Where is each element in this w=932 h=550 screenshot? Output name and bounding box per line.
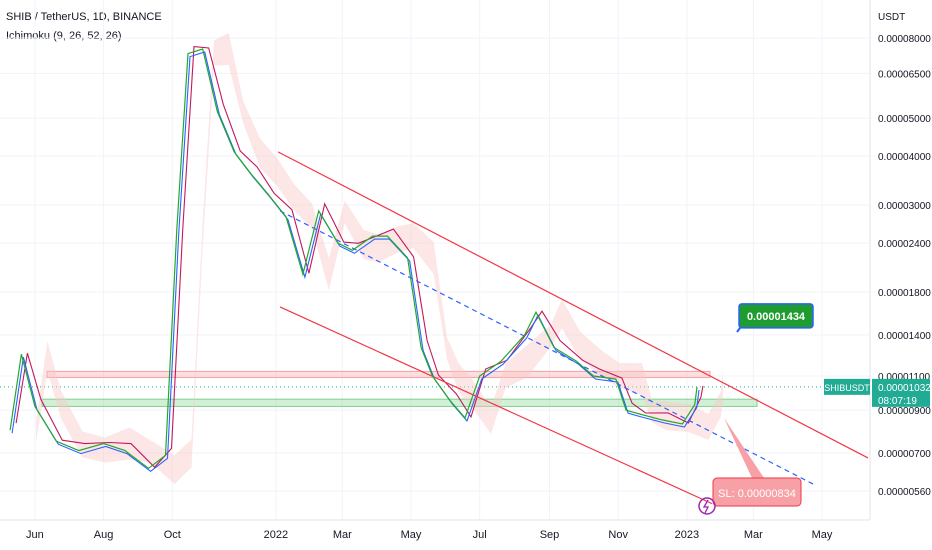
x-tick-label: 2023 [675, 529, 699, 541]
target-label: 0.00001434 [747, 311, 806, 323]
stop-label: SL: 0.00000834 [718, 488, 796, 500]
y-tick-label: 0.00005000 [878, 114, 931, 125]
tenkan-line [11, 51, 700, 472]
channel-midline [279, 210, 816, 486]
target-badge [738, 303, 814, 329]
channel-lower [279, 306, 713, 505]
y-tick-label: 0.00000700 [878, 449, 931, 460]
support-zone [41, 398, 758, 407]
y-tick-label: 0.00001800 [878, 288, 931, 299]
current-symbol-badge [824, 378, 870, 395]
x-tick-label: May [812, 529, 833, 541]
symbol-title: SHIB / TetherUS, 1D, BINANCE [6, 11, 162, 23]
current-symbol-label: SHIBUSDT [824, 383, 870, 393]
x-tick-label: Aug [94, 529, 114, 541]
y-tick-label: 0.00001100 [878, 372, 931, 383]
current-price-label: 0.00001032 [878, 383, 931, 394]
y-tick-label: 0.00008000 [878, 34, 931, 45]
x-tick-label: Mar [333, 529, 352, 541]
lightning-icon [698, 497, 716, 515]
x-tick-label: Mar [744, 529, 763, 541]
y-tick-label: 0.00003000 [878, 201, 931, 212]
y-tick-label: 0.00001400 [878, 331, 931, 342]
countdown-label: 08:07:19 [878, 396, 917, 407]
y-tick-label: 0.00004000 [878, 152, 931, 163]
y-axis-unit: USDT [878, 12, 905, 23]
y-tick-label: 0.00002400 [878, 239, 931, 250]
stop-pointer [724, 418, 764, 478]
y-tick-label: 0.00000900 [878, 406, 931, 417]
x-tick-label: Oct [164, 529, 181, 541]
trend-channel [277, 151, 869, 505]
resistance-zone [46, 370, 711, 379]
horizontal-zones [0, 370, 870, 407]
x-tick-label: Nov [608, 529, 628, 541]
indicator-lines [11, 45, 704, 472]
ichimoku-cloud [36, 33, 724, 485]
chart-grid [0, 0, 871, 521]
price-series [9, 48, 698, 470]
x-tick-label: 2022 [264, 529, 288, 541]
current-price-badge [872, 378, 930, 407]
y-tick-label: 0.00000560 [878, 487, 931, 498]
x-axis: Jun Aug Oct 2022 Mar May Jul Sep Nov 2023 Mar May [26, 529, 833, 541]
stop-badge [712, 477, 802, 507]
price-line [9, 48, 698, 470]
x-tick-label: Sep [540, 529, 560, 541]
x-tick-label: Jul [473, 529, 487, 541]
y-axis: USDT 0.00008000 0.00006500 0.00005000 0.0000… [878, 12, 931, 498]
lightning-bolt [702, 499, 710, 514]
annotations: SHIBUSDT 0.00001032 08:07:19 0.00001434 SL: … [698, 303, 931, 515]
y-tick-label: 0.00006500 [878, 69, 931, 80]
cloud-area [36, 33, 724, 485]
channel-upper [277, 151, 869, 459]
x-tick-label: Jun [26, 529, 44, 541]
x-tick-label: May [401, 529, 422, 541]
